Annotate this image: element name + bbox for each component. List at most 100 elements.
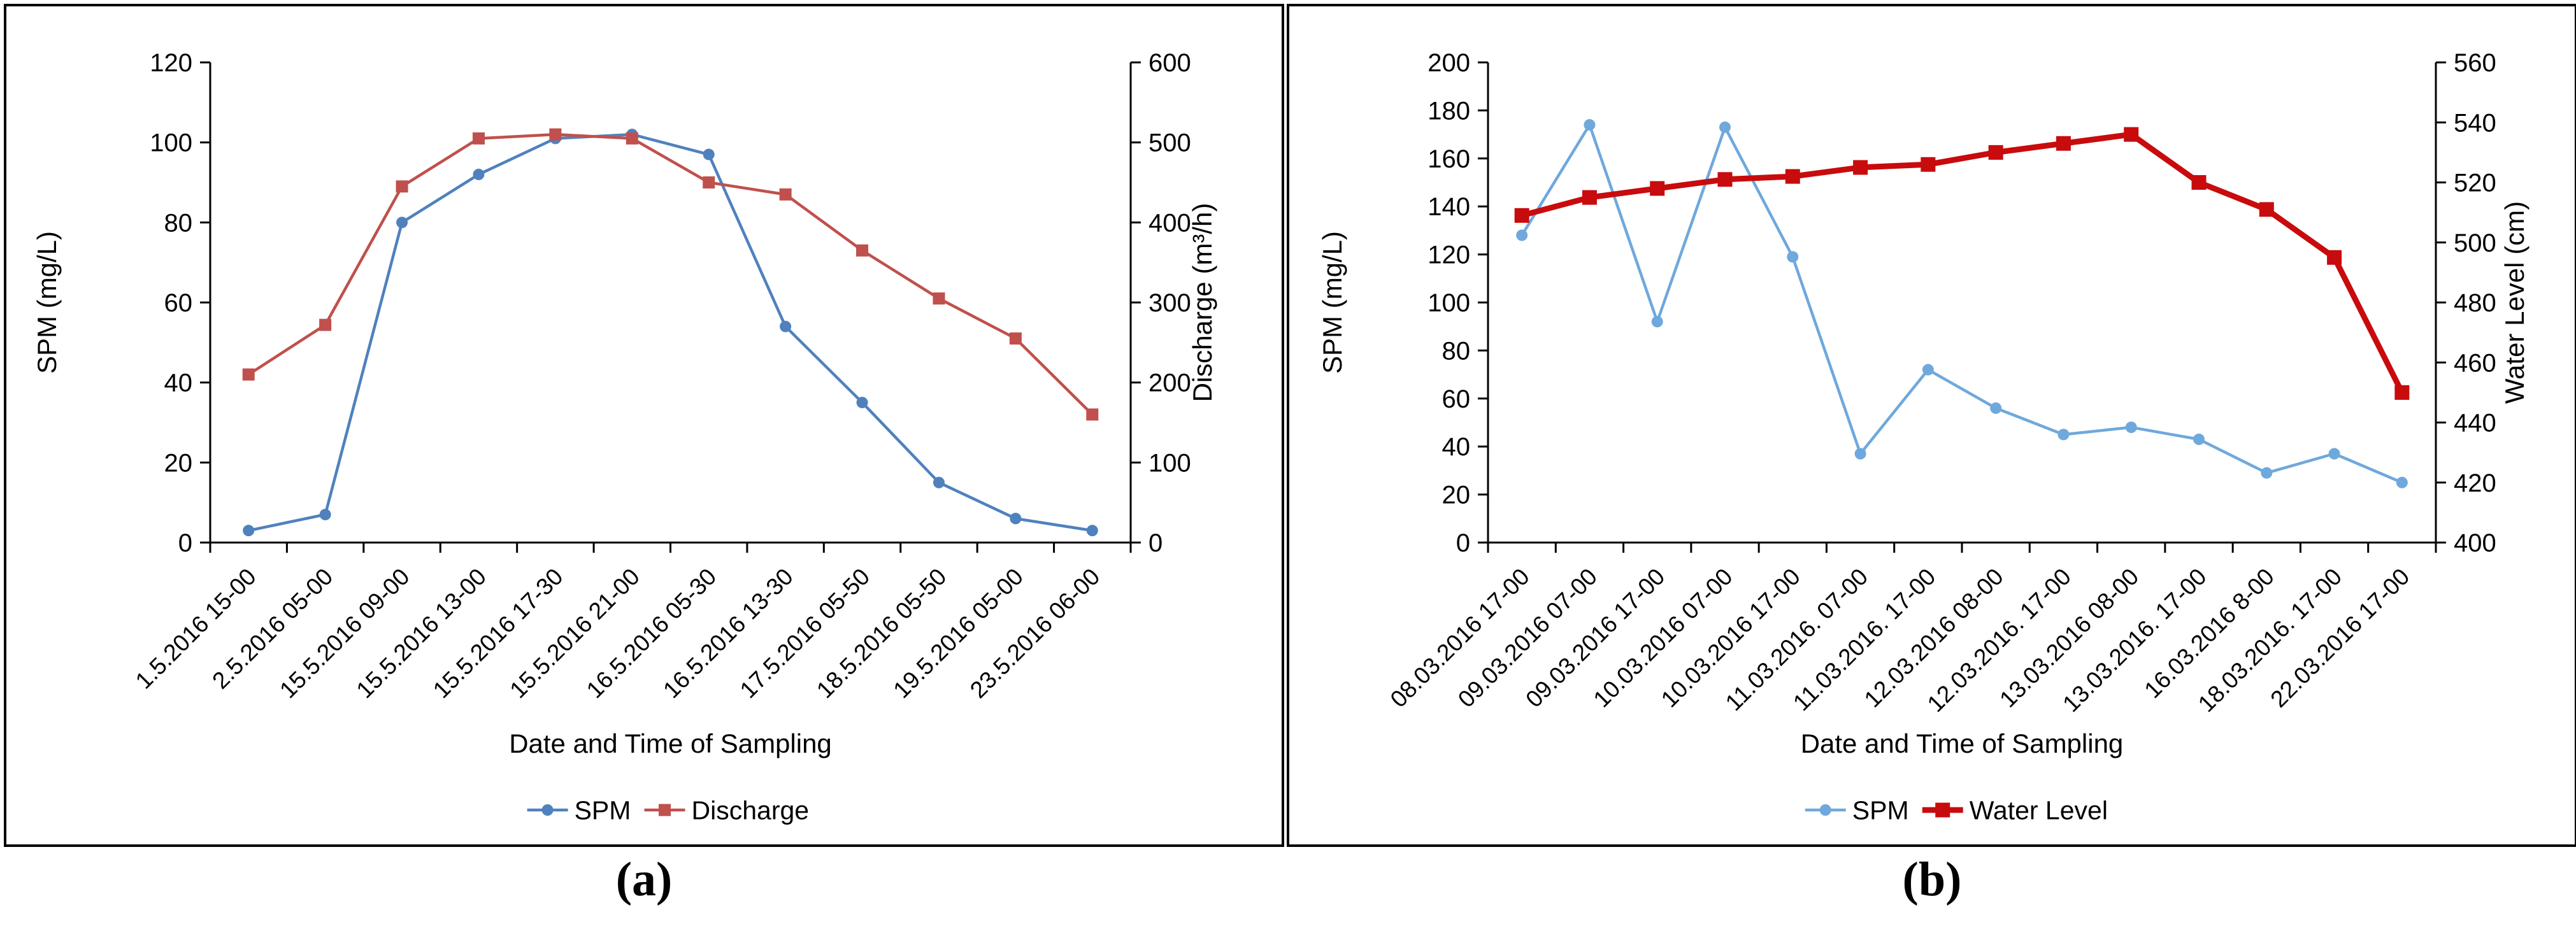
square-marker [1921,157,1936,172]
square-marker [1582,190,1597,205]
square-marker [2056,136,2071,151]
circle-marker [2261,467,2273,479]
y-left-tick-label: 120 [1428,241,1470,269]
caption-b: (b) [1902,853,1962,906]
square-marker [703,176,715,188]
y-left-tick-label: 200 [1428,49,1470,77]
y-right-tick-label: 540 [2454,109,2496,137]
square-marker [779,188,792,201]
caption-a: (a) [615,853,673,906]
circle-marker [2057,429,2070,441]
x-category-label: 15.5.2016 21-00 [504,564,645,704]
circle-marker [1787,251,1799,263]
series-spm [243,129,1098,537]
legend-item-water-level: Water Level [1922,795,2108,825]
square-marker [2394,385,2410,400]
circle-marker [473,168,485,180]
square-marker [2259,202,2274,217]
circle-marker [1854,448,1866,460]
chart-b: 0 20 40 60 80 100 120 140 160 180 200 400 420 440 460 4… [1317,49,2529,825]
square-marker [1009,332,1022,345]
chart-panel-b: 0 20 40 60 80 100 120 140 160 180 200 400 420 440 460 4… [1287,4,2576,847]
y-left-tick-label: 180 [1428,97,1470,125]
square-marker [933,292,945,305]
y-left-tick-label: 80 [1442,337,1471,365]
square-marker [626,132,638,145]
square-marker [472,132,485,145]
y-right-tick-label: 440 [2454,409,2496,437]
circle-marker [1990,402,2002,414]
legend-circle-marker [541,804,554,816]
y-left-tick-label: 100 [1428,289,1470,317]
circle-marker [319,509,331,521]
legend-item-discharge: Discharge [644,795,810,825]
square-marker [1853,160,1868,175]
circle-marker [1086,525,1098,537]
circle-marker [1010,513,1022,525]
circle-marker [396,217,408,229]
y-left-tick-label: 160 [1428,145,1470,173]
chart-a: 02040608010012001002003004005006001.5.20… [32,49,1217,825]
square-marker [1988,145,2003,160]
series-line [247,132,1094,532]
legend-item-spm: SPM [527,795,631,825]
circle-marker [1719,121,1731,133]
square-marker [2327,250,2342,265]
x-axis-title: Date and Time of Sampling [509,728,832,758]
circle-marker [2396,476,2408,488]
circle-marker [1651,316,1663,328]
y-left-tick-label: 60 [1442,385,1471,413]
legend-label: Water Level [1970,795,2108,825]
x-category-label: 23.5.2016 06-00 [965,564,1105,704]
circle-marker [1922,364,1934,376]
x-category-label: 18.5.2016 05-50 [812,564,952,704]
legend: SPM Water Level [1805,795,2108,825]
chart-a-figure: 02040608010012001002003004005006001.5.20… [32,49,1217,825]
y-left-tick-label: 0 [1456,529,1470,557]
legend-label: SPM [1852,795,1909,825]
x-category-label: 16.5.2016 13-30 [658,564,798,704]
circle-marker [933,476,945,488]
y-left-tick-label: 20 [164,449,193,477]
square-marker [2124,127,2139,142]
circle-marker [1516,229,1528,241]
x-category-label: 15.5.2016 17-30 [428,564,568,704]
legend-circle-marker [1819,804,1831,816]
circle-marker [2125,422,2137,434]
y-right-tick-label: 0 [1148,529,1163,557]
y-right-tick-label: 300 [1148,289,1191,317]
series-spm [1516,119,2408,488]
y-left-tick-label: 20 [1442,481,1471,509]
x-category-label: 17.5.2016 05-50 [735,564,875,704]
y-right-tick-label: 460 [2454,349,2496,377]
y-right-axis-title: Water Level (cm) [2500,201,2529,404]
y-right-tick-label: 560 [2454,49,2496,77]
legend-label: Discharge [692,795,810,825]
square-marker [1514,208,1529,223]
y-left-tick-label: 40 [164,369,193,397]
square-marker [1785,169,1800,184]
circle-marker [780,320,792,332]
square-marker [396,180,408,193]
y-left-tick-label: 140 [1428,193,1470,221]
chart-panel-a: 0 20 40 60 80 100 120 0 100 200 300 400 500 600 1.5.20… [4,4,1284,847]
series-line [1519,131,2405,395]
y-right-tick-label: 400 [1148,209,1191,237]
circle-marker [703,148,715,160]
chart-b-figure: 0 20 40 60 80 100 120 140 160 180 200 400 420 440 460 4… [1317,49,2529,825]
legend-label: SPM [575,795,631,825]
circle-marker [2328,448,2340,460]
square-marker [242,368,255,381]
square-marker [319,318,332,331]
series-water-level [1514,127,2410,400]
x-category-label: 15.5.2016 09-00 [275,564,415,704]
square-marker [1086,408,1099,421]
y-right-tick-label: 600 [1148,49,1191,77]
circle-marker [1584,119,1596,131]
circle-marker [243,525,255,537]
legend-square-marker [1935,802,1950,818]
y-left-axis-title: SPM (mg/L) [1317,231,1347,374]
y-right-tick-label: 400 [2454,529,2496,557]
y-left-axis-title: SPM (mg/L) [32,231,62,374]
y-left-tick-label: 100 [150,129,192,157]
